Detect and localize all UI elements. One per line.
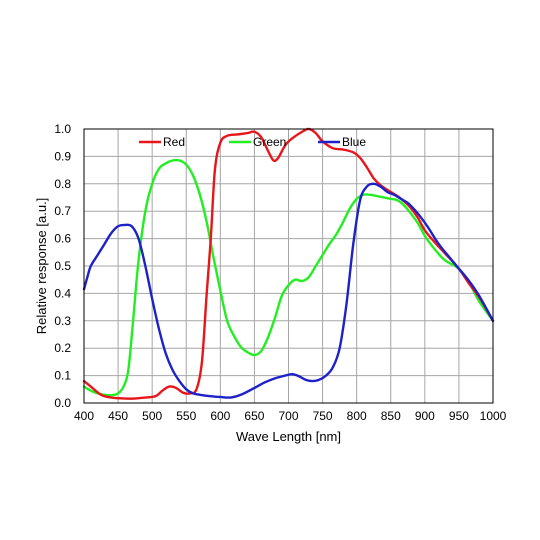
y-tick-label: 0.3 <box>54 314 71 328</box>
y-tick-label: 0.2 <box>54 341 71 355</box>
legend-label-red: Red <box>163 135 185 149</box>
y-tick-label: 0.8 <box>54 177 71 191</box>
series-line-red <box>82 127 495 400</box>
series-lines <box>82 127 495 400</box>
x-tick-label: 700 <box>278 409 298 423</box>
x-tick-label: 850 <box>381 409 401 423</box>
y-tick-label: 0.4 <box>54 286 71 300</box>
x-tick-label: 400 <box>74 409 94 423</box>
y-tick-label: 0.7 <box>54 204 71 218</box>
x-tick-labels: 400 450 500 550 600 650 700 750 800 850 900 950 1000 <box>74 409 507 423</box>
y-tick-label: 0.0 <box>54 396 71 410</box>
x-tick-label: 600 <box>210 409 230 423</box>
legend: Red Green Blue <box>139 135 366 149</box>
x-tick-label: 800 <box>347 409 367 423</box>
y-tick-labels: 0.0 0.1 0.2 0.3 0.4 0.5 0.6 0.7 0.8 0.9 1.0 <box>54 122 71 410</box>
x-tick-label: 450 <box>108 409 128 423</box>
y-axis-label: Relative response [a.u.] <box>34 198 49 335</box>
y-tick-label: 0.9 <box>54 149 71 163</box>
y-tick-label: 0.5 <box>54 259 71 273</box>
x-tick-label: 500 <box>142 409 162 423</box>
series-line-blue <box>82 182 495 399</box>
x-tick-label: 900 <box>415 409 435 423</box>
legend-label-green: Green <box>253 135 286 149</box>
series-line-green <box>82 158 495 397</box>
x-tick-label: 1000 <box>480 409 507 423</box>
x-tick-label: 550 <box>176 409 196 423</box>
y-tick-label: 0.6 <box>54 232 71 246</box>
x-tick-label: 650 <box>244 409 264 423</box>
legend-label-blue: Blue <box>342 135 366 149</box>
y-tick-label: 1.0 <box>54 122 71 136</box>
plot-frame <box>83 128 494 404</box>
x-tick-label: 950 <box>449 409 469 423</box>
x-tick-label: 750 <box>313 409 333 423</box>
x-axis-label: Wave Length [nm] <box>236 429 341 444</box>
y-tick-label: 0.1 <box>54 369 71 383</box>
